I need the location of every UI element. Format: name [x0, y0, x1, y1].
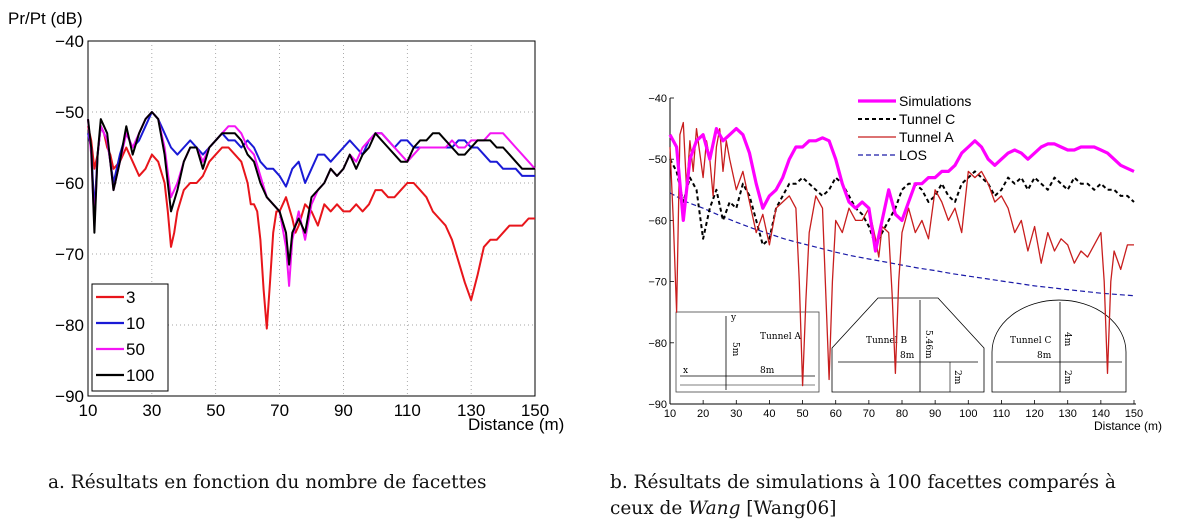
chart-b-ytick: −80 — [648, 338, 667, 350]
tunnel-a-inset: Tunnel A y x 5m 8m — [675, 311, 820, 393]
tunnel-a-width-label: 8m — [760, 366, 775, 376]
chart-b-xtick: 30 — [730, 408, 742, 420]
chart-a-legend-label: 10 — [126, 314, 145, 333]
chart-b-legend: Simulations Tunnel C Tunnel A LOS — [858, 93, 971, 163]
chart-b-xtick: 100 — [959, 408, 977, 420]
chart-a-series-10 — [87, 111, 535, 213]
caption-b-author: Wang — [688, 498, 741, 519]
chart-a-xtick: 110 — [394, 401, 421, 420]
chart-a-xlabel: Distance (m) — [468, 415, 564, 434]
tunnel-c-height-label: 4m — [1062, 332, 1072, 347]
chart-b-xtick: 10 — [664, 408, 676, 420]
chart-a-series-100 — [87, 111, 535, 266]
chart-b-legend-label: Tunnel C — [899, 111, 955, 127]
caption-b-line2: ceux de Wang [Wang06] — [610, 496, 1180, 522]
tunnel-a-height-label: 5m — [730, 342, 740, 357]
chart-b-ytick: −90 — [648, 399, 667, 411]
chart-a-xtick: 90 — [334, 401, 353, 420]
tunnel-a-y-label: y — [730, 313, 737, 323]
caption-b-line1: b. Résultats de simulations à 100 facett… — [610, 472, 1116, 493]
chart-b-ytick: −60 — [648, 215, 667, 227]
chart-b-legend-label: Tunnel A — [899, 129, 954, 145]
caption-b-suffix: [Wang06] — [740, 498, 837, 519]
chart-b-xlabel: Distance (m) — [1094, 419, 1162, 433]
chart-a-legend-label: 50 — [126, 340, 145, 359]
chart-b-ytick: −40 — [648, 93, 667, 105]
chart-a-ytick: −60 — [55, 174, 84, 193]
tunnel-c-title: Tunnel C — [1010, 336, 1051, 346]
chart-a-legend-box — [91, 283, 169, 392]
chart-a: Pr/Pt (dB) Distance (m) 10 30 50 70 90 110 130… — [8, 9, 564, 434]
tunnel-c-side-label: 2m — [1062, 370, 1072, 385]
chart-b: Distance (m) 10 20 30 40 50 60 70 80 90 100 110 120… — [648, 93, 1162, 433]
chart-a-ytick: −50 — [55, 103, 84, 122]
chart-a-xtick: 30 — [142, 401, 161, 420]
chart-b-xtick: 110 — [993, 408, 1011, 420]
chart-a-xtick: 150 — [521, 401, 549, 420]
chart-a-xtick: 50 — [206, 401, 225, 420]
chart-b-xtick: 140 — [1092, 408, 1110, 420]
chart-b-xtick: 50 — [796, 408, 808, 420]
chart-b-ytick: −70 — [648, 277, 667, 289]
chart-b-series-los — [669, 192, 1135, 297]
chart-b-xtick: 130 — [1059, 408, 1077, 420]
chart-b-xtick: 120 — [1025, 408, 1043, 420]
chart-a-ytick: −80 — [55, 316, 84, 335]
tunnel-b-side-label: 2m — [952, 370, 962, 385]
chart-b-xtick: 20 — [697, 408, 709, 420]
tunnel-insets: Tunnel A y x 5m 8m Tunnel B 5.46m 8m 2m — [675, 297, 1127, 393]
tunnel-c-width-label: 8m — [1037, 351, 1052, 361]
caption-b: b. Résultats de simulations à 100 facett… — [610, 470, 1180, 522]
chart-a-xtick: 70 — [270, 401, 289, 420]
chart-a-ylabel: Pr/Pt (dB) — [8, 9, 83, 28]
tunnel-c-inset: Tunnel C 4m 8m 2m — [991, 299, 1127, 393]
chart-a-legend-label: 3 — [126, 288, 135, 307]
chart-b-legend-label: Simulations — [899, 93, 971, 109]
chart-b-series-simulations — [668, 127, 1135, 253]
chart-a-xtick: 10 — [79, 401, 98, 420]
caption-a: a. Résultats en fonction du nombre de fa… — [48, 472, 487, 493]
tunnel-b-title: Tunnel B — [866, 336, 907, 346]
caption-b-prefix: ceux de — [610, 498, 689, 519]
chart-b-xtick: 70 — [863, 408, 875, 420]
chart-a-xtick: 130 — [457, 401, 485, 420]
chart-b-xtick: 40 — [763, 408, 775, 420]
tunnel-a-title: Tunnel A — [760, 332, 801, 342]
tunnel-b-inset: Tunnel B 5.46m 8m 2m — [831, 297, 985, 393]
chart-a-ytick: −70 — [55, 245, 84, 264]
chart-b-xtick: 60 — [830, 408, 842, 420]
tunnel-a-x-label: x — [683, 366, 688, 376]
tunnel-b-height-label: 5.46m — [923, 330, 933, 359]
chart-a-ytick: −90 — [55, 387, 84, 406]
chart-b-legend-label: LOS — [899, 147, 927, 163]
chart-a-legend: 3 10 50 100 — [91, 283, 169, 392]
chart-b-ytick: −50 — [648, 154, 667, 166]
tunnel-b-width-label: 8m — [900, 351, 915, 361]
chart-b-xtick: 80 — [896, 408, 908, 420]
chart-b-xtick: 90 — [929, 408, 941, 420]
chart-a-ytick: −40 — [55, 32, 84, 51]
chart-a-legend-label: 100 — [126, 366, 154, 385]
chart-b-xtick: 150 — [1125, 408, 1143, 420]
